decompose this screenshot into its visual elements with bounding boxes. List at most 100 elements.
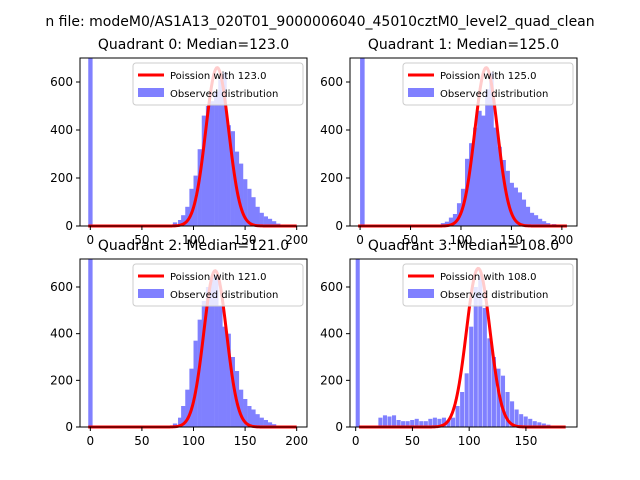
hist-bar: [414, 418, 419, 427]
hist-bar: [382, 415, 388, 427]
hist-bar: [464, 373, 469, 427]
hist-bar: [238, 389, 244, 427]
legend-hist-label: Observed distribution: [170, 89, 278, 100]
hist-bar: [532, 421, 537, 427]
legend-box: [402, 62, 574, 106]
y-tick-label: 600: [50, 75, 73, 89]
hist-bar: [444, 221, 450, 226]
panel-title: Quadrant 1: Median=125.0: [368, 37, 559, 53]
hist-bar: [473, 287, 478, 427]
hist-bar: [214, 275, 219, 427]
hist-bar: [452, 214, 458, 226]
hist-bar: [455, 406, 460, 427]
hist-bar: [519, 414, 524, 427]
hist-bar: [513, 187, 518, 226]
hist-bar: [451, 417, 456, 427]
x-tick-label: 50: [134, 233, 149, 247]
hist-bar: [185, 389, 190, 427]
y-tick-label: 200: [50, 373, 73, 387]
hist-bar: [247, 188, 252, 226]
hist-bar: [201, 115, 207, 226]
y-tick-label: 0: [65, 420, 73, 434]
hist-bar: [230, 131, 235, 226]
legend-hist-swatch: [138, 88, 164, 97]
hist-bar: [423, 421, 428, 427]
hist-bar: [378, 417, 383, 427]
hist-bar: [405, 421, 410, 427]
y-tick-label: 200: [50, 171, 73, 185]
hist-bar: [226, 333, 231, 427]
hist-bar: [441, 417, 447, 427]
hist-bar: [238, 163, 244, 226]
y-tick-label: 400: [50, 123, 73, 137]
hist-bar: [226, 125, 231, 226]
hist-bar: [88, 58, 93, 226]
hist-bar: [271, 221, 277, 226]
legend-fit-label: Poission with 125.0: [440, 71, 536, 82]
x-tick-label: 50: [134, 434, 149, 448]
x-tick-label: 150: [234, 434, 257, 448]
hist-bar: [491, 357, 496, 427]
hist-bar: [243, 179, 248, 226]
y-tick-label: 600: [50, 280, 73, 294]
hist-bar: [489, 72, 494, 227]
hist-bar: [487, 338, 492, 427]
hist-bar: [419, 421, 424, 427]
panel-quadrant-3: 0 50 100 150 0 200 400 600 Quadrant 3: Median=10…: [320, 238, 578, 448]
x-tick-label: 0: [86, 233, 94, 247]
hist-bar: [533, 215, 539, 226]
axes-frame: [349, 258, 578, 428]
hist-bar: [460, 392, 465, 427]
y-tick-label: 600: [320, 280, 343, 294]
panel-title: Quadrant 0: Median=123.0: [98, 37, 289, 53]
hist-bar: [497, 146, 502, 226]
legend-hist-swatch: [408, 289, 434, 298]
hist-bar: [529, 212, 535, 226]
hist-bar: [230, 357, 235, 427]
hist-bar: [525, 206, 531, 226]
hist-bar: [210, 277, 215, 427]
panel-title: Quadrant 2: Median=121.0: [98, 238, 289, 254]
hist-bar: [178, 417, 183, 427]
hist-bar: [189, 188, 194, 226]
hist-bar: [396, 420, 401, 427]
hist-bar: [448, 217, 454, 226]
x-tick-label: 200: [550, 233, 573, 247]
hist-bar: [509, 182, 514, 226]
hist-bar: [189, 368, 194, 427]
y-tick-label: 200: [320, 171, 343, 185]
y-tick-label: 600: [320, 75, 343, 89]
hist-bar: [181, 406, 186, 427]
hist-bar: [181, 215, 186, 226]
hist-bar: [485, 89, 490, 226]
hist-bar: [218, 305, 223, 427]
axes-frame: [349, 57, 578, 227]
hist-bar: [473, 127, 478, 226]
hist-bar: [210, 101, 215, 226]
hist-bar: [255, 206, 260, 226]
hist-bar: [514, 409, 519, 427]
hist-bar: [493, 127, 498, 226]
hist-bar: [214, 91, 219, 226]
legend-fit-label: Poission with 108.0: [440, 272, 536, 283]
hist-bar: [477, 110, 482, 226]
hist-bar: [222, 326, 227, 427]
hist-bar: [259, 212, 264, 226]
hist-bar: [446, 420, 451, 427]
hist-bar: [222, 72, 227, 227]
x-tick-label: 50: [405, 434, 420, 448]
hist-bar: [360, 58, 365, 226]
legend-fit-label: Poission with 123.0: [170, 71, 266, 82]
hist-bar: [201, 301, 207, 427]
y-tick-label: 0: [335, 219, 343, 233]
hist-bar: [251, 197, 256, 226]
hist-bar: [263, 420, 268, 427]
hist-bar: [410, 420, 415, 427]
x-tick-label: 200: [285, 233, 308, 247]
y-tick-label: 400: [320, 123, 343, 137]
y-tick-label: 400: [50, 327, 73, 341]
hist-bar: [517, 192, 523, 226]
panel-quadrant-2: 0 50 100 150 200 0 200 400 600 Quadrant 2: Median…: [50, 238, 308, 448]
hist-bar: [243, 399, 248, 427]
hist-bar: [432, 417, 437, 427]
